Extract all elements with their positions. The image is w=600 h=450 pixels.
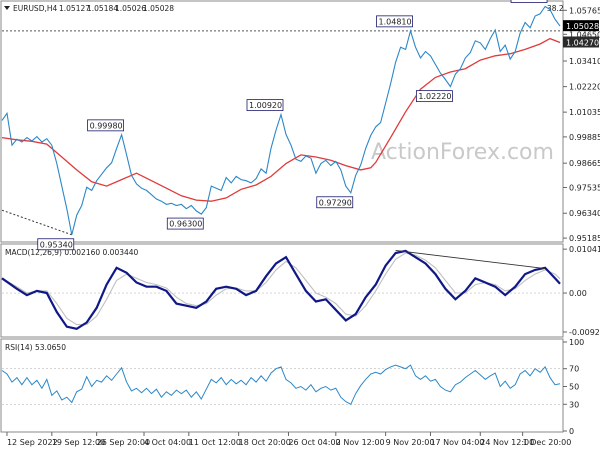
swing-label-box (376, 15, 413, 28)
last-price-tag (563, 20, 599, 32)
time-tick-label: 11 Oct 12:00 (189, 438, 241, 447)
price-y-tick-label: 0.99885 (569, 133, 600, 142)
swing-label-box (166, 217, 204, 230)
rsi-y-tick-label: 70 (569, 365, 579, 374)
time-tick-label: 26 Oct 04:00 (288, 438, 340, 447)
price-y-tick-label: 0.97535 (569, 183, 600, 192)
last-price-value: 1.05028 (566, 22, 599, 31)
ma-price-tag (563, 36, 599, 48)
rsi-y-axis: 100 70 50 30 0 (563, 338, 584, 436)
price-line (1, 5, 561, 235)
price-y-tick-label: 1.03410 (569, 57, 600, 66)
time-tick-label: 1 Dec 20:00 (523, 438, 572, 447)
rsi-y-tick-label: 100 (569, 338, 584, 347)
price-y-tick-label: 1.02220 (569, 83, 600, 92)
time-tick-label: 24 Nov 12:00 (480, 438, 534, 447)
swing-label-box (510, 0, 548, 3)
macd-panel-frame (0, 243, 564, 338)
price-y-tick-label: 1.04650 (569, 30, 600, 39)
macd-trendline (395, 250, 546, 270)
swing-label: 1.05940 (513, 0, 546, 2)
swing-label: 0.99980 (90, 121, 123, 130)
price-trendline (1, 209, 72, 236)
macd-y-axis: 0.010415 0.00 -0.009244 (563, 245, 600, 337)
macd-series (1, 249, 562, 330)
rsi-y-tick-label: 50 (569, 383, 579, 392)
ma-price-value: 1.04270 (566, 38, 599, 47)
time-tick-label: 26 Sep 20:00 (97, 438, 150, 447)
macd-y-tick-label: 0.00 (569, 289, 587, 298)
macd-y-tick-label: 0.010415 (569, 245, 600, 254)
rsi-panel-frame (0, 338, 564, 433)
swing-label: 1.04810 (379, 17, 412, 26)
price-y-tick-label: 1.01035 (569, 108, 600, 117)
swing-label-box (246, 99, 284, 112)
time-tick-label: 18 Oct 20:00 (239, 438, 291, 447)
swing-labels: 0.95340 0.99980 0.96300 1.00920 0.97290 1.048… (37, 0, 548, 251)
rsi-y-tick-label: 30 (569, 400, 579, 409)
price-y-tick-label: 0.98665 (569, 159, 600, 168)
price-y-axis: 1.05765 1.04650 1.03410 1.02220 1.01035 0.998… (563, 6, 600, 243)
swing-label: 1.00920 (249, 101, 282, 110)
macd-title: MACD(12,26,9) 0.002160 0.003440 (5, 248, 139, 257)
time-tick-label: 12 Sep 2022 (7, 438, 58, 447)
ohlc-low: 1.05026 (115, 4, 146, 13)
macd-signal-line (1, 252, 561, 326)
price-y-tick-label: 1.05765 (569, 6, 600, 15)
price-y-tick-label: 0.95185 (569, 234, 600, 243)
moving-average-line (1, 37, 561, 202)
swing-label: 0.97290 (319, 198, 352, 207)
dropdown-triangle-icon[interactable] (4, 6, 10, 10)
ohlc-open: 1.05127 (59, 4, 90, 13)
swing-label-box (316, 196, 354, 209)
corner-value: 38.2 (547, 4, 564, 13)
swing-label: 0.95340 (40, 240, 73, 249)
symbol-label: EURUSD,H4 (13, 4, 57, 13)
time-tick-label: 9 Nov 20:00 (386, 438, 435, 447)
price-panel-frame (0, 0, 564, 243)
price-header: EURUSD,H4 1.05127 1.05184 1.05026 1.0502… (4, 4, 564, 13)
swing-label-box (87, 119, 124, 132)
rsi-title: RSI(14) 53.0650 (5, 343, 66, 352)
rsi-y-tick-label: 0 (569, 427, 574, 436)
macd-y-tick-label: -0.009244 (569, 328, 600, 337)
rsi-series (1, 364, 562, 405)
swing-label-box (415, 90, 453, 103)
time-tick-label: 19 Sep 12:00 (52, 438, 105, 447)
rsi-line (1, 364, 561, 405)
swing-label-box (37, 238, 75, 251)
time-tick-label: 4 Oct 04:00 (144, 438, 191, 447)
time-tick-label: 2 Nov 12:00 (336, 438, 385, 447)
swing-label: 1.02220 (418, 92, 451, 101)
ohlc-close: 1.05028 (143, 4, 174, 13)
price-y-tick-label: 0.96340 (569, 209, 600, 218)
price-series: 1.05028 1.04270 (1, 5, 599, 236)
watermark: ActionForex.com (371, 140, 554, 165)
ohlc-high: 1.05184 (87, 4, 118, 13)
macd-line (1, 249, 561, 330)
time-tick-label: 17 Nov 04:00 (430, 438, 484, 447)
swing-label: 0.96300 (169, 220, 202, 229)
